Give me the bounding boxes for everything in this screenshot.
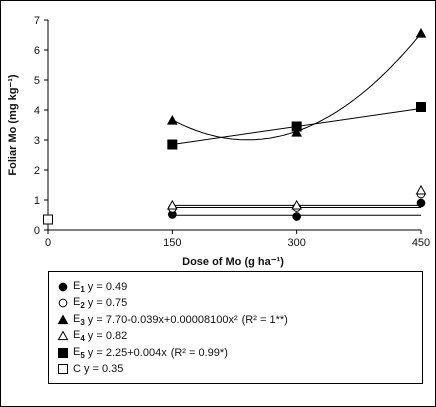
legend-entry: E1 y = 0.49: [57, 279, 127, 295]
legend-series-name: E5: [73, 345, 85, 360]
legend-series-name: C: [73, 363, 81, 375]
point-e3: [291, 126, 303, 137]
legend-marker-shape: [58, 299, 68, 308]
point-e4: [166, 199, 178, 210]
legend-marker-icon: [57, 330, 69, 341]
legend-marker-icon: [57, 314, 69, 324]
legend-entry: E4 y = 0.82: [57, 328, 127, 344]
point-e3: [166, 114, 178, 125]
legend-equation: y = 0.82: [87, 330, 128, 343]
legend-equation: y = 0.75: [87, 297, 128, 310]
legend-marker-shape: [57, 314, 69, 324]
point-e5: [167, 139, 178, 150]
legend-r-squared: (R² = 1**): [241, 313, 288, 326]
point-e1: [292, 212, 301, 221]
point-e5: [291, 121, 302, 132]
point-e4: [291, 199, 303, 210]
legend-entry: E5 y = 2.25+0.004x (R² = 0.99*): [57, 345, 228, 361]
legend-series-name: E4: [73, 329, 85, 344]
axes: 0 1 2 3 4 5 6 7 0 150 300 450: [34, 15, 430, 249]
legend-marker-shape: [57, 330, 69, 341]
legend-equation: y = 7.70-0.039x+0.00008100x²: [87, 313, 238, 326]
legend-marker-icon: [58, 299, 68, 308]
y-tick-label: 1: [34, 195, 40, 207]
x-tick-label: 300: [287, 237, 305, 249]
legend-series-name: E1: [73, 279, 85, 295]
legend-marker-shape: [58, 364, 68, 374]
legend-r-squared: (R² = 0.99*): [170, 346, 228, 359]
x-tick-label: 450: [412, 237, 430, 249]
legend-marker-icon: [58, 282, 68, 292]
legend-series-name: E2: [73, 296, 85, 311]
y-tick-label: 0: [34, 225, 40, 237]
legend-marker-icon: [58, 364, 68, 374]
y-axis-title: Foliar Mo (mg kg⁻¹): [7, 74, 19, 175]
x-tick-label: 0: [45, 237, 51, 249]
point-e5: [416, 102, 426, 112]
y-tick-label: 5: [34, 75, 40, 87]
legend-series-name: E3: [73, 312, 85, 327]
y-tick-label: 4: [34, 105, 40, 117]
legend-marker-shape: [58, 347, 68, 358]
point-e3: [415, 27, 427, 38]
legend-equation: y = 2.25+0.004x: [87, 346, 167, 359]
y-tick-label: 7: [34, 15, 40, 27]
y-tick-label: 6: [34, 45, 40, 57]
legend-marker-shape: [58, 282, 68, 292]
x-axis-title: Dose of Mo (g ha⁻¹): [182, 256, 284, 268]
legend-entry: E2 y = 0.75: [57, 295, 127, 311]
legend: E1 y = 0.49 E2 y = 0.75 E3 y = 7.70-0.039x+0.…: [48, 271, 423, 384]
point-e4: [415, 184, 427, 195]
point-e1: [416, 198, 426, 208]
y-tick-label: 3: [34, 135, 40, 147]
point-c: [43, 214, 53, 225]
x-tick-label: 150: [163, 237, 181, 249]
y-tick-label: 2: [34, 165, 40, 177]
plot-area: 0 1 2 3 4 5 6 7 0 150 300 450 Foliar Mo (mg kg⁻¹) D…: [7, 15, 430, 268]
legend-marker-icon: [58, 347, 68, 358]
legend-equation: y = 0.49: [87, 281, 128, 293]
legend-equation: y = 0.35: [83, 363, 124, 375]
data-markers: [43, 27, 427, 225]
legend-entry: E3 y = 7.70-0.039x+0.00008100x² (R² = 1**): [57, 312, 288, 328]
